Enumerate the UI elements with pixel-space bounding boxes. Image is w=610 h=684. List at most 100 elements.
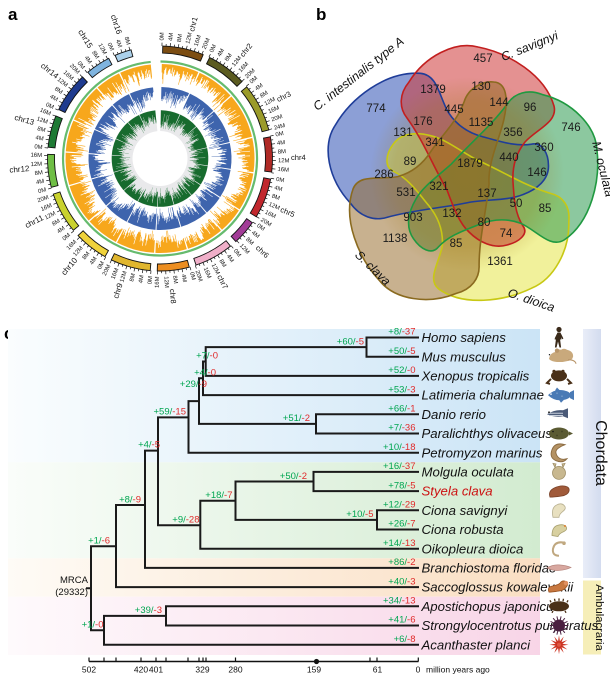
svg-text:+7/-0: +7/-0 <box>196 351 218 362</box>
svg-text:4M: 4M <box>83 55 93 65</box>
svg-text:8M: 8M <box>171 275 178 284</box>
svg-text:0M: 0M <box>62 232 72 242</box>
svg-text:+7/-36: +7/-36 <box>388 423 415 434</box>
svg-text:20M: 20M <box>102 264 112 277</box>
svg-text:24M: 24M <box>273 123 286 132</box>
svg-text:80: 80 <box>478 217 491 229</box>
svg-text:+40/-3: +40/-3 <box>388 576 415 587</box>
svg-text:12M: 12M <box>36 116 49 125</box>
svg-text:8M: 8M <box>34 170 43 177</box>
svg-text:+86/-2: +86/-2 <box>388 557 415 568</box>
svg-text:+34/-13: +34/-13 <box>383 596 416 607</box>
svg-text:Ciona robusta: Ciona robusta <box>422 522 504 537</box>
svg-text:Styela clava: Styela clava <box>422 484 493 499</box>
svg-text:4M: 4M <box>36 179 45 186</box>
svg-text:0M: 0M <box>76 61 86 71</box>
svg-text:(29332): (29332) <box>55 587 88 598</box>
svg-text:16M: 16M <box>277 167 289 174</box>
svg-text:531: 531 <box>396 187 415 199</box>
svg-text:0M: 0M <box>255 223 265 233</box>
svg-text:8M: 8M <box>51 218 61 227</box>
svg-text:Petromyzon marinus: Petromyzon marinus <box>422 445 543 460</box>
svg-text:+78/-5: +78/-5 <box>388 480 415 491</box>
svg-text:Ambulacraria: Ambulacraria <box>593 584 605 651</box>
svg-text:8M: 8M <box>259 90 269 99</box>
svg-text:0M: 0M <box>160 32 166 40</box>
svg-text:502: 502 <box>82 665 96 675</box>
svg-text:12M: 12M <box>278 158 290 164</box>
svg-text:176: 176 <box>413 116 432 128</box>
svg-text:16M: 16M <box>39 108 52 118</box>
svg-text:+1/-6: +1/-6 <box>88 536 110 547</box>
svg-text:Branchiostoma floridae: Branchiostoma floridae <box>422 561 557 576</box>
svg-text:+10/-5: +10/-5 <box>346 509 373 520</box>
svg-text:440: 440 <box>499 152 518 164</box>
svg-text:4M: 4M <box>35 135 44 142</box>
svg-text:0M: 0M <box>38 187 48 195</box>
svg-text:+18/-7: +18/-7 <box>205 490 232 501</box>
svg-text:20M: 20M <box>194 270 203 283</box>
svg-text:20M: 20M <box>259 217 272 228</box>
svg-text:MRCA: MRCA <box>60 575 89 586</box>
svg-text:130: 130 <box>471 81 490 93</box>
svg-text:b: b <box>316 5 326 24</box>
svg-text:+60/-5: +60/-5 <box>337 337 364 348</box>
svg-text:8M: 8M <box>82 251 92 261</box>
svg-text:16M: 16M <box>111 267 121 280</box>
svg-text:1879: 1879 <box>457 158 483 170</box>
svg-text:+51/-2: +51/-2 <box>283 413 310 424</box>
svg-text:Apostichopus japonicus: Apostichopus japonicus <box>421 599 561 614</box>
svg-text:4M: 4M <box>89 256 99 266</box>
svg-text:chr8: chr8 <box>168 289 178 305</box>
svg-text:8M: 8M <box>129 273 137 282</box>
svg-text:8M: 8M <box>90 50 99 60</box>
svg-text:Mus musculus: Mus musculus <box>422 349 507 364</box>
svg-text:131: 131 <box>393 127 412 139</box>
svg-text:+8/-37: +8/-37 <box>388 327 415 338</box>
svg-text:4M: 4M <box>225 254 235 264</box>
svg-text:+4/-5: +4/-5 <box>138 440 160 451</box>
svg-text:+12/-29: +12/-29 <box>383 500 416 511</box>
svg-text:420: 420 <box>134 665 148 675</box>
svg-text:+50/-2: +50/-2 <box>280 471 307 482</box>
svg-text:chr12: chr12 <box>9 164 30 175</box>
svg-text:chr1: chr1 <box>187 16 199 33</box>
svg-text:4M: 4M <box>273 185 283 193</box>
svg-text:Danio rerio: Danio rerio <box>422 407 487 422</box>
svg-text:4M: 4M <box>180 274 188 283</box>
svg-text:1379: 1379 <box>420 84 446 96</box>
svg-text:16M: 16M <box>267 105 280 115</box>
svg-text:16M: 16M <box>202 267 212 280</box>
svg-text:280: 280 <box>228 665 242 675</box>
svg-text:12M: 12M <box>185 32 194 45</box>
svg-text:356: 356 <box>503 127 522 139</box>
svg-text:+50/-5: +50/-5 <box>388 346 415 357</box>
svg-text:Xenopus tropicalis: Xenopus tropicalis <box>421 369 530 384</box>
svg-text:Saccoglossus kowalevskii: Saccoglossus kowalevskii <box>422 580 575 595</box>
svg-text:8M: 8M <box>37 126 46 134</box>
svg-text:+52/-0: +52/-0 <box>388 365 415 376</box>
svg-text:4M: 4M <box>217 48 226 58</box>
svg-text:8M: 8M <box>271 194 281 202</box>
svg-text:20M: 20M <box>37 195 50 204</box>
svg-text:4M: 4M <box>56 226 66 236</box>
svg-text:+26/-7: +26/-7 <box>388 519 415 530</box>
svg-text:+4/-0: +4/-0 <box>194 368 216 379</box>
svg-text:16M: 16M <box>264 210 277 221</box>
svg-text:+6/-8: +6/-8 <box>394 634 416 645</box>
svg-text:16M: 16M <box>155 276 161 288</box>
svg-text:8M: 8M <box>53 86 63 96</box>
svg-text:4M: 4M <box>277 140 286 147</box>
svg-text:12M: 12M <box>267 202 280 212</box>
svg-text:+1/-0: +1/-0 <box>82 620 104 631</box>
svg-text:144: 144 <box>489 97 509 109</box>
svg-text:+10/-18: +10/-18 <box>383 442 416 453</box>
svg-text:0M: 0M <box>34 144 43 151</box>
svg-text:+41/-6: +41/-6 <box>388 615 415 626</box>
svg-text:8M: 8M <box>177 34 184 43</box>
svg-text:+53/-3: +53/-3 <box>388 384 415 395</box>
svg-text:+16/-37: +16/-37 <box>383 461 416 472</box>
svg-text:million years ago: million years ago <box>426 665 490 675</box>
svg-text:146: 146 <box>527 167 546 179</box>
svg-text:12M: 12M <box>97 43 108 56</box>
